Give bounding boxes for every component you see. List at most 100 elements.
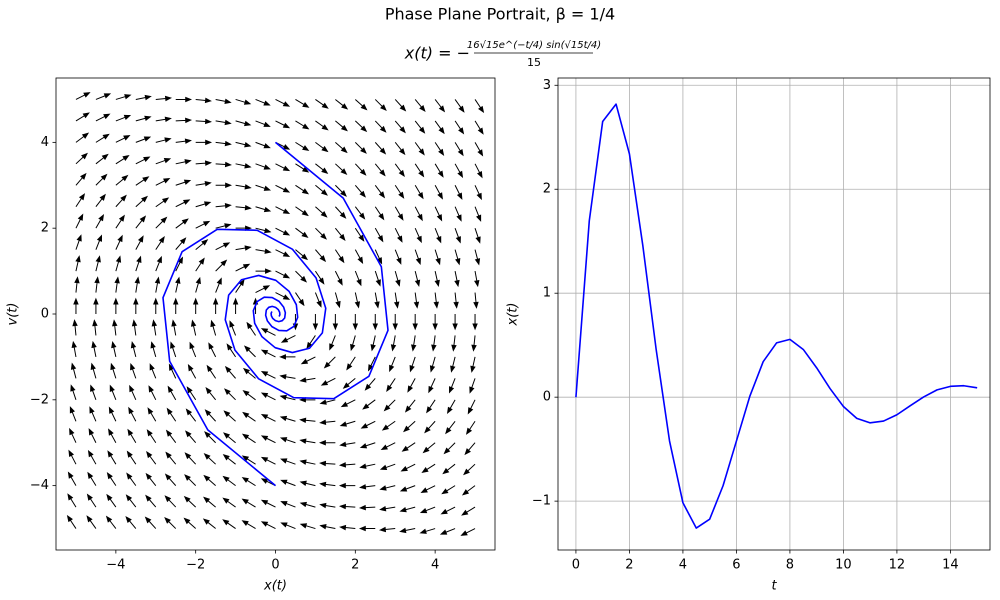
quiver-arrow [187,364,197,379]
quiver-arrow [400,463,416,472]
quiver-arrow [95,193,106,208]
quiver-arrow [165,429,177,444]
quiver-arrow [195,220,211,229]
quiver-arrow [260,435,276,444]
quiver-arrow [95,255,101,272]
x-tick-label: 6 [732,558,740,573]
quiver-arrow [224,365,236,379]
quiver-arrow [89,406,97,422]
quiver-arrow [275,249,291,257]
quiver-arrow [186,386,197,401]
quiver-arrow [335,184,347,197]
quiver-arrow [202,518,216,529]
quiver-arrow [414,270,421,287]
quiver-arrow [75,112,90,122]
quiver-arrow [195,97,212,104]
quiver-arrow [223,410,236,422]
quiver-arrow [215,161,232,168]
figure-title: Phase Plane Portrait, β = 1/4 [385,5,615,24]
quiver-arrow [352,314,359,331]
quiver-arrow [164,516,177,529]
axes-frame [557,77,991,551]
quiver-arrow [299,377,316,383]
y-tick-label: 0 [41,307,49,322]
quiver-arrow [374,184,386,199]
quiver-arrow [203,453,216,465]
quiver-arrow [195,239,209,251]
quiver-arrow [379,505,396,512]
quiver-arrow [449,378,456,394]
quiver-arrow [454,270,460,288]
quiver-arrow [279,394,296,401]
quiver-arrow [69,427,77,443]
quiver-arrow [243,345,256,358]
y-tick-label: −2 [30,392,49,407]
quiver-arrow [90,384,97,400]
quiver-arrow [215,203,232,209]
quiver-arrow [374,270,381,287]
quiver-arrow [155,216,168,229]
quiver-arrow [390,335,397,352]
quiver-arrow [359,463,376,469]
quiver-arrow [223,432,236,444]
quiver-arrow [295,292,305,307]
quiver-arrow [135,235,144,250]
quiver-arrow [95,93,112,100]
quiver-arrow [295,206,309,217]
quiver-arrow [226,343,237,358]
quiver-arrow [195,118,213,125]
quiver-arrow [386,378,396,392]
quiver-arrow [332,314,339,331]
quiver-arrow [379,463,396,470]
quiver-arrow [334,292,341,309]
quiver-arrow [275,184,291,193]
quiver-arrow [135,215,147,229]
quiver-arrow [147,407,157,422]
quiver-arrow [442,463,456,475]
quiver-arrow [260,371,276,379]
quiver-arrow [94,276,100,293]
quiver-arrow [260,328,276,336]
quiver-arrow [381,420,396,431]
quiver-arrow [354,206,366,220]
quiver-arrow [467,399,476,415]
quiver-arrow [95,234,102,250]
quiver-arrow [88,428,97,443]
quiver-arrow [295,227,309,238]
quiver-arrow [454,249,461,266]
quiver-arrow [260,521,276,529]
quiver-arrow [434,206,443,222]
quiver-arrow [358,525,376,532]
quiver-arrow [394,184,405,199]
quiver-arrow [235,184,252,190]
quiver-arrow [295,99,310,108]
quiver-arrow [445,420,456,435]
quiver-arrow [130,341,137,358]
quiver-arrow [374,292,380,309]
quiver-arrow [86,493,97,508]
quiver-arrow [335,99,349,110]
quiver-arrow [175,159,192,165]
y-tick-label: −1 [532,494,551,509]
quiver-arrow [374,99,387,112]
quiver-arrow [170,341,177,358]
quiver-arrow [192,297,199,314]
quiver-arrow [175,138,192,144]
quiver-arrow [255,206,272,213]
quiver-arrow [144,516,157,529]
quiver-arrow [241,455,256,465]
quiver-arrow [399,527,416,534]
quiver-arrow [315,163,329,174]
quiver-arrow [399,506,416,513]
quiver-arrow [399,485,416,492]
x-axis-label: t [771,579,777,594]
quiver-arrow [414,185,424,200]
quiver-arrow [208,342,217,358]
quiver-arrow [115,94,132,100]
quiver-arrow [299,459,316,465]
quiver-arrow [374,249,383,265]
quiver-arrow [153,297,159,314]
quiver-arrow [115,174,129,186]
quiver-arrow [75,92,91,100]
quiver-arrow [329,335,336,351]
